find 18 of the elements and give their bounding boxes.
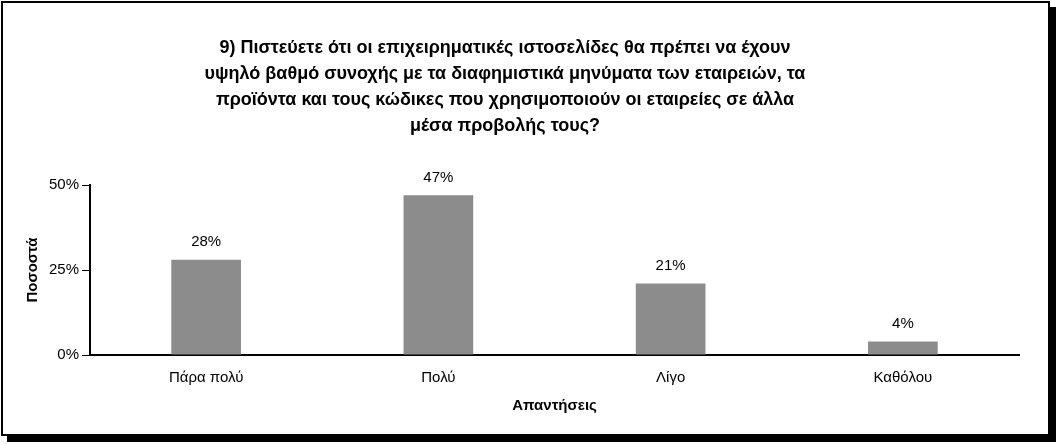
data-label: 47%: [423, 167, 454, 185]
x-tick-label: Πάρα πολύ: [168, 368, 244, 386]
y-tick-label: 50%: [48, 175, 80, 193]
bar: [635, 283, 706, 355]
x-tick-label: Καθόλου: [873, 368, 933, 386]
y-tick-label: 25%: [48, 260, 80, 278]
chart-title: 9) Πιστεύετε ότι οι επιχειρηματικές ιστοσελίδες θα πρέπει να έχουν υψηλό βαθμό συνοχής με τα διαφημιστικά μηνύματα των εταιρειών, τα προϊόντα και τους κώδικες που χρησιμοποιούν οι εταιρείες σε άλλα μέσα προβολής τους?: [203, 36, 807, 137]
y-axis-title: Ποσοστά: [23, 236, 41, 303]
x-tick-label: Πολύ: [421, 368, 456, 386]
bar: [868, 341, 938, 355]
data-label: 28%: [191, 232, 222, 250]
data-label: 4%: [892, 314, 914, 332]
x-axis-title: Απαντήσεις: [512, 396, 598, 414]
bar: [171, 259, 241, 355]
bar: [403, 195, 474, 355]
x-tick-label: Λίγο: [656, 368, 686, 386]
y-tick-label: 0%: [57, 345, 80, 363]
data-label: 21%: [655, 256, 686, 274]
